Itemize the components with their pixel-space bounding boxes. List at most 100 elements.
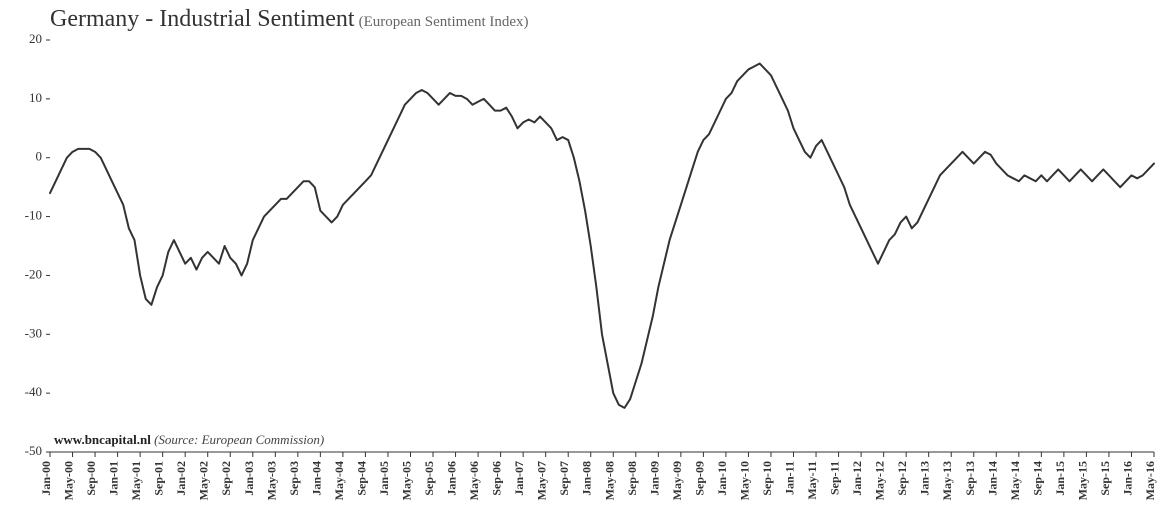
x-tick-label: Sep-15 <box>1098 461 1112 496</box>
y-tick-label: -10 <box>25 208 42 223</box>
x-tick-label: Sep-00 <box>84 461 98 496</box>
credit-site: www.bncapital.nl <box>54 432 151 447</box>
x-tick-group: Jan-00 <box>39 461 53 496</box>
x-tick-label: Sep-04 <box>354 461 368 496</box>
y-tick-label: -20 <box>25 266 42 281</box>
x-tick-group: Sep-04 <box>354 461 368 496</box>
x-tick-label: May-10 <box>737 461 751 500</box>
x-tick-label: May-00 <box>62 461 76 500</box>
x-tick-label: May-05 <box>399 461 413 500</box>
x-tick-group: May-15 <box>1075 461 1089 500</box>
y-tick-label: -50 <box>25 443 42 458</box>
x-tick-group: May-10 <box>737 461 751 500</box>
y-tick-label: 0 <box>36 149 43 164</box>
x-tick-group: May-09 <box>670 461 684 500</box>
chart-container: Germany - Industrial Sentiment (European… <box>0 0 1174 518</box>
x-tick-label: Sep-11 <box>828 461 842 495</box>
x-tick-group: Jan-10 <box>715 461 729 496</box>
x-tick-label: Jan-02 <box>174 461 188 496</box>
x-tick-label: Jan-15 <box>1053 461 1067 496</box>
x-tick-group: May-06 <box>467 461 481 500</box>
x-tick-group: May-02 <box>197 461 211 500</box>
y-tick-label: 20 <box>29 31 42 46</box>
x-tick-group: Jan-09 <box>647 461 661 496</box>
x-tick-label: Sep-13 <box>963 461 977 496</box>
x-tick-group: Jan-02 <box>174 461 188 496</box>
x-tick-group: Sep-03 <box>287 461 301 496</box>
x-tick-label: Sep-10 <box>760 461 774 496</box>
x-tick-label: Jan-08 <box>580 461 594 496</box>
x-tick-group: Jan-13 <box>918 461 932 496</box>
x-tick-label: May-01 <box>129 461 143 500</box>
x-tick-label: Jan-14 <box>985 461 999 496</box>
x-tick-label: Sep-14 <box>1030 461 1044 496</box>
x-tick-label: Sep-12 <box>895 461 909 496</box>
x-tick-group: Sep-00 <box>84 461 98 496</box>
x-tick-label: May-08 <box>602 461 616 500</box>
x-tick-label: May-16 <box>1143 461 1157 500</box>
x-tick-label: Sep-06 <box>490 461 504 496</box>
x-tick-group: Jan-07 <box>512 461 526 496</box>
x-tick-group: Jan-08 <box>580 461 594 496</box>
x-tick-label: Jan-10 <box>715 461 729 496</box>
x-tick-label: May-06 <box>467 461 481 500</box>
x-tick-label: Jan-01 <box>107 461 121 496</box>
x-tick-label: Jan-13 <box>918 461 932 496</box>
x-tick-label: Jan-09 <box>647 461 661 496</box>
x-tick-group: Sep-08 <box>625 461 639 496</box>
x-tick-group: May-00 <box>62 461 76 500</box>
x-tick-group: Jan-01 <box>107 461 121 496</box>
x-tick-group: May-04 <box>332 461 346 500</box>
x-tick-label: Sep-08 <box>625 461 639 496</box>
x-tick-group: May-11 <box>805 461 819 500</box>
x-tick-label: May-11 <box>805 461 819 500</box>
x-tick-label: May-13 <box>940 461 954 500</box>
x-tick-label: May-03 <box>264 461 278 500</box>
x-tick-group: Sep-07 <box>557 461 571 496</box>
x-tick-label: May-15 <box>1075 461 1089 500</box>
x-tick-group: Sep-02 <box>219 461 233 496</box>
x-tick-group: Sep-13 <box>963 461 977 496</box>
x-tick-group: May-03 <box>264 461 278 500</box>
x-tick-group: May-07 <box>535 461 549 500</box>
x-tick-group: Jan-16 <box>1120 461 1134 496</box>
x-tick-label: Jan-12 <box>850 461 864 496</box>
x-tick-label: Sep-05 <box>422 461 436 496</box>
x-tick-group: May-16 <box>1143 461 1157 500</box>
x-tick-group: May-05 <box>399 461 413 500</box>
y-tick-label: 10 <box>29 90 42 105</box>
x-tick-label: Sep-03 <box>287 461 301 496</box>
x-tick-group: Jan-06 <box>445 461 459 496</box>
x-tick-group: Sep-05 <box>422 461 436 496</box>
x-tick-label: May-07 <box>535 461 549 500</box>
x-tick-group: Jan-14 <box>985 461 999 496</box>
x-tick-group: May-13 <box>940 461 954 500</box>
x-tick-label: May-14 <box>1008 461 1022 500</box>
x-tick-label: Jan-05 <box>377 461 391 496</box>
x-tick-label: Sep-01 <box>152 461 166 496</box>
y-tick-label: -40 <box>25 384 42 399</box>
x-tick-label: Jan-06 <box>445 461 459 496</box>
x-tick-group: May-01 <box>129 461 143 500</box>
x-tick-label: Jan-03 <box>242 461 256 496</box>
x-tick-label: May-02 <box>197 461 211 500</box>
x-tick-label: Sep-02 <box>219 461 233 496</box>
x-tick-group: Sep-11 <box>828 461 842 495</box>
x-tick-group: Jan-04 <box>309 461 323 496</box>
x-tick-label: Jan-00 <box>39 461 53 496</box>
x-tick-group: Sep-09 <box>692 461 706 496</box>
x-tick-label: Jan-07 <box>512 461 526 496</box>
x-tick-group: Sep-10 <box>760 461 774 496</box>
x-tick-group: Jan-03 <box>242 461 256 496</box>
x-tick-group: Sep-01 <box>152 461 166 496</box>
y-tick-label: -30 <box>25 325 42 340</box>
x-tick-group: May-12 <box>873 461 887 500</box>
x-tick-label: Jan-11 <box>783 461 797 495</box>
x-tick-label: May-12 <box>873 461 887 500</box>
sentiment-line <box>50 64 1154 408</box>
x-tick-label: Jan-04 <box>309 461 323 496</box>
x-tick-group: May-08 <box>602 461 616 500</box>
x-tick-label: Jan-16 <box>1120 461 1134 496</box>
x-tick-label: May-04 <box>332 461 346 500</box>
credit-source: (Source: European Commission) <box>154 432 324 447</box>
